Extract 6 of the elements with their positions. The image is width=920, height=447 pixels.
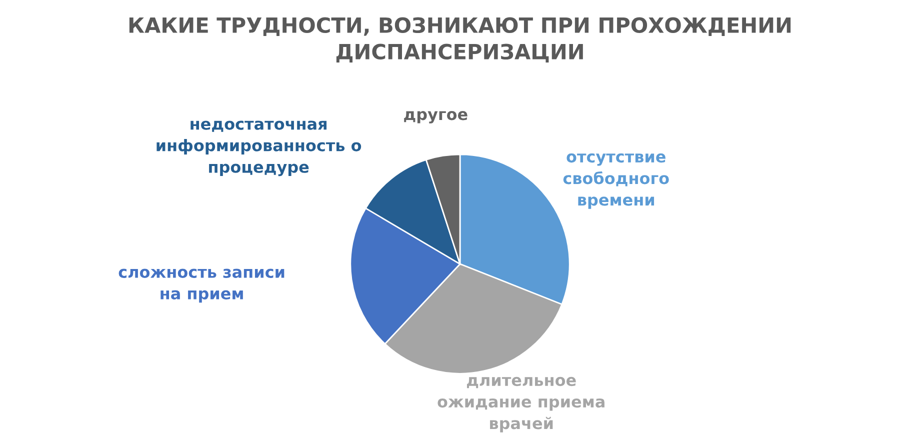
slice-label: отсутствие свободного времени: [563, 153, 669, 209]
slice-label: сложность записи на прием: [118, 268, 284, 303]
slice-label: недостаточная информированность о процедуре: [156, 120, 362, 176]
chart-title: КАКИЕ ТРУДНОСТИ, ВОЗНИКАЮТ ПРИ ПРОХОЖДЕНИИ ДИСПАНСЕРИЗАЦИИ: [129, 17, 791, 62]
slice-label: длительное ожидание приема врачей: [438, 376, 604, 432]
slice-label: другое: [404, 111, 468, 124]
